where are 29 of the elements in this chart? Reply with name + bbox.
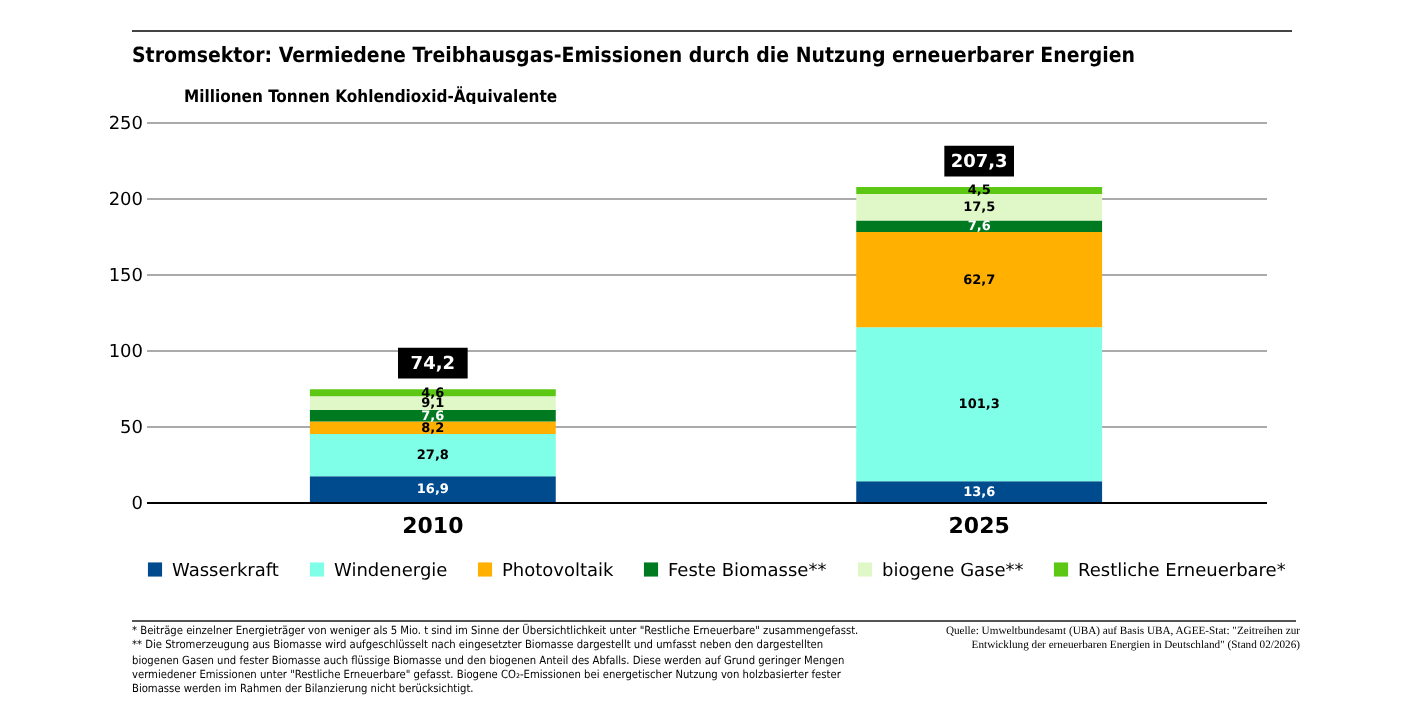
chart-title: Stromsektor: Vermiedene Treibhausgas-Emissionen durch die Nutzung erneuerbarer Energien [132,30,1292,68]
total-label: 207,3 [950,153,1008,174]
y-axis-title: Millionen Tonnen Kohlendioxid-Äquivalente [184,88,558,108]
legend-label: Windenergie [334,561,449,582]
legend-label: Wasserkraft [172,561,280,582]
y-tick-label: 150 [108,267,144,287]
bar [856,193,1103,221]
legend-label: Restliche Erneuerbare* [1078,561,1287,582]
bar [856,220,1103,233]
bar [856,187,1103,194]
bar [309,421,556,435]
legend-label: biogene Gase** [882,561,1025,582]
y-tick-label: 200 [108,191,144,211]
bar [856,327,1103,482]
bar [856,232,1103,328]
legend-label: Photovoltaik [502,561,616,582]
bar [309,396,556,411]
bar [309,434,556,477]
legend-label: Feste Biomasse** [668,561,828,582]
x-tick-label: 2025 [948,513,1010,539]
bar [309,476,556,502]
y-tick-label: 0 [131,495,144,515]
total-label: 74,2 [410,355,456,376]
bar [309,410,556,422]
y-tick-label: 50 [120,419,144,439]
x-tick-label: 2010 [402,513,465,539]
y-tick-label: 100 [108,343,144,363]
bar [856,481,1103,502]
y-tick-label: 250 [108,115,144,135]
